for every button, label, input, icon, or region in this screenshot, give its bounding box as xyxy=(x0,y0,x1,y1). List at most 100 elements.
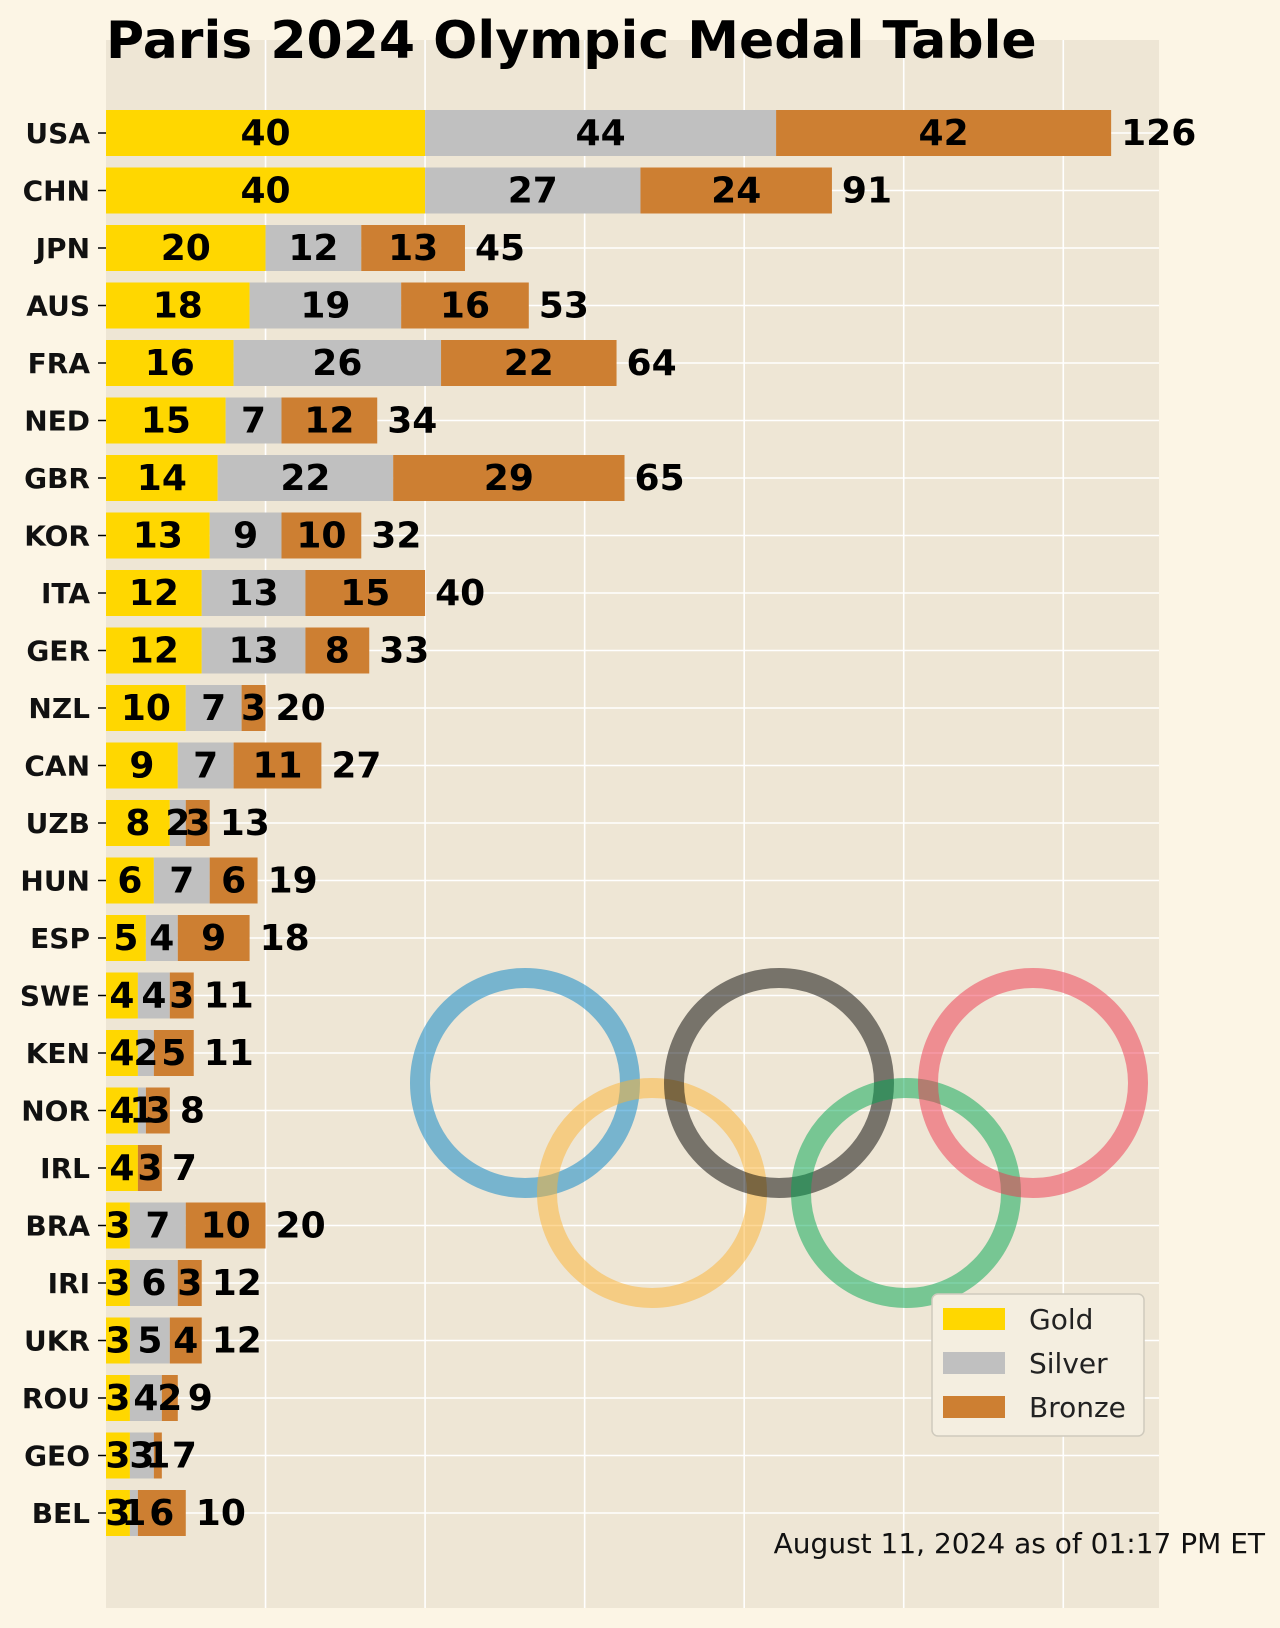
label-gold-irl: 4 xyxy=(109,1148,134,1189)
bar-gold-rou xyxy=(106,1375,130,1421)
y-tick-label-can: CAN xyxy=(24,750,90,783)
bar-bronze-rou xyxy=(161,1375,178,1421)
label-bronze-aus: 16 xyxy=(440,286,490,327)
bar-bronze-nor xyxy=(145,1087,170,1134)
bar-silver-ken xyxy=(137,1030,154,1076)
bar-bronze-ned xyxy=(281,397,378,444)
label-total-iri: 12 xyxy=(212,1263,262,1304)
label-bronze-ita: 15 xyxy=(340,573,390,614)
bar-bronze-ita xyxy=(305,570,426,616)
bar-silver-kor xyxy=(209,512,282,559)
label-total-jpn: 45 xyxy=(475,228,525,269)
label-silver-ken: 2 xyxy=(133,1033,158,1074)
label-gold-kor: 13 xyxy=(133,516,183,557)
bar-gold-ned xyxy=(106,397,226,444)
y-tick-label-usa: USA xyxy=(25,117,90,150)
bar-gold-nzl xyxy=(106,685,186,731)
label-gold-fra: 16 xyxy=(145,343,195,384)
label-total-kor: 32 xyxy=(371,516,421,557)
label-total-irl: 7 xyxy=(172,1148,197,1189)
bar-silver-ita xyxy=(201,570,306,616)
bar-bronze-can xyxy=(233,742,322,789)
label-gold-chn: 40 xyxy=(240,171,290,212)
label-total-ukr: 12 xyxy=(212,1321,262,1362)
bar-silver-aus xyxy=(249,282,402,329)
bar-silver-swe xyxy=(137,972,170,1019)
label-silver-iri: 6 xyxy=(141,1263,166,1304)
label-bronze-ken: 5 xyxy=(161,1033,186,1074)
bar-gold-kor xyxy=(106,512,210,559)
bar-silver-hun xyxy=(153,857,210,904)
label-silver-bel: 1 xyxy=(121,1493,146,1534)
label-total-nor: 8 xyxy=(180,1091,205,1132)
bar-bronze-chn xyxy=(640,167,832,214)
label-bronze-gbr: 29 xyxy=(484,458,534,499)
bar-gold-chn xyxy=(106,167,426,214)
y-tick-label-nzl: NZL xyxy=(28,692,90,725)
label-silver-geo: 3 xyxy=(129,1436,154,1477)
label-silver-uzb: 2 xyxy=(165,803,190,844)
bar-bronze-uzb xyxy=(185,800,210,846)
label-bronze-nor: 3 xyxy=(145,1091,170,1132)
bar-silver-ukr xyxy=(129,1317,170,1364)
label-bronze-irl: 3 xyxy=(137,1148,162,1189)
y-tick-label-hun: HUN xyxy=(20,865,90,898)
label-silver-ita: 13 xyxy=(229,573,279,614)
label-total-bel: 10 xyxy=(196,1493,246,1534)
label-total-ken: 11 xyxy=(204,1033,254,1074)
label-silver-ger: 13 xyxy=(229,631,279,672)
bar-bronze-bra xyxy=(185,1202,266,1249)
y-tick-label-jpn: JPN xyxy=(34,232,90,265)
legend-swatch-gold xyxy=(943,1308,1005,1330)
bar-bronze-nzl xyxy=(241,685,266,731)
y-tick-label-gbr: GBR xyxy=(24,462,90,495)
bar-gold-fra xyxy=(106,340,234,386)
y-tick-label-bra: BRA xyxy=(25,1210,90,1243)
bar-bronze-gbr xyxy=(393,455,625,501)
label-total-swe: 11 xyxy=(204,976,254,1017)
bar-silver-usa xyxy=(425,110,777,156)
label-silver-ukr: 5 xyxy=(137,1321,162,1362)
bar-silver-ned xyxy=(225,397,282,444)
bar-gold-geo xyxy=(106,1432,130,1479)
bar-silver-can xyxy=(177,742,234,789)
label-bronze-can: 11 xyxy=(252,746,302,787)
bar-bronze-kor xyxy=(281,512,362,559)
label-gold-ned: 15 xyxy=(141,401,191,442)
bar-silver-rou xyxy=(129,1375,162,1421)
label-silver-kor: 9 xyxy=(233,516,258,557)
legend-label-bronze: Bronze xyxy=(1029,1391,1126,1424)
y-tick-label-nor: NOR xyxy=(21,1095,90,1128)
label-gold-esp: 5 xyxy=(113,918,138,959)
label-gold-nor: 4 xyxy=(109,1091,134,1132)
label-silver-aus: 19 xyxy=(300,286,350,327)
label-total-ned: 34 xyxy=(387,401,437,442)
bar-silver-ger xyxy=(201,627,306,674)
label-bronze-jpn: 13 xyxy=(388,228,438,269)
olympic-rings-logo xyxy=(410,968,1148,1308)
y-tick-label-irl: IRL xyxy=(40,1152,90,1185)
label-silver-gbr: 22 xyxy=(280,458,330,499)
bar-bronze-irl xyxy=(137,1145,162,1191)
label-total-aus: 53 xyxy=(539,286,589,327)
bar-gold-aus xyxy=(106,282,250,329)
bar-bronze-ukr xyxy=(169,1317,202,1364)
y-tick-label-chn: CHN xyxy=(23,175,90,208)
y-tick-label-bel: BEL xyxy=(32,1497,90,1530)
bar-bronze-fra xyxy=(441,340,617,386)
label-silver-bra: 7 xyxy=(145,1206,170,1247)
label-gold-hun: 6 xyxy=(117,861,142,902)
bar-gold-ger xyxy=(106,627,202,674)
label-silver-rou: 4 xyxy=(133,1378,158,1419)
label-bronze-usa: 42 xyxy=(919,113,969,154)
y-tick-label-ukr: UKR xyxy=(24,1325,90,1358)
label-bronze-nzl: 3 xyxy=(241,688,266,729)
label-silver-swe: 4 xyxy=(141,976,166,1017)
label-gold-geo: 3 xyxy=(105,1436,130,1477)
y-tick-label-iri: IRI xyxy=(48,1267,90,1300)
bar-silver-chn xyxy=(425,167,641,214)
bar-gold-jpn xyxy=(106,225,266,271)
bar-gold-irl xyxy=(106,1145,138,1191)
bar-gold-ukr xyxy=(106,1317,130,1364)
